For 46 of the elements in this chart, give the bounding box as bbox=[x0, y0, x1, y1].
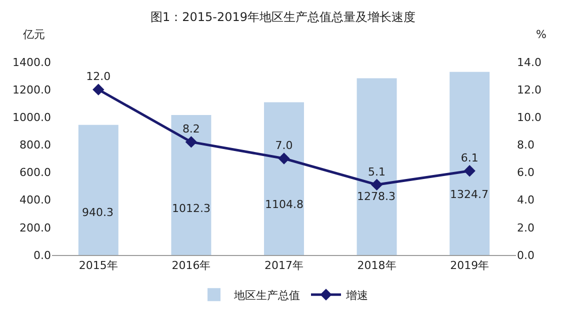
data-label: 940.3 bbox=[82, 206, 114, 219]
data-label: 1012.3 bbox=[172, 202, 210, 215]
data-label: 1104.8 bbox=[265, 198, 304, 211]
data-label: 1278.3 bbox=[357, 190, 396, 203]
bar bbox=[171, 114, 212, 255]
x-tick-label: 2016年 bbox=[172, 259, 211, 272]
data-label: 6.1 bbox=[460, 152, 478, 165]
bar bbox=[450, 72, 490, 255]
y2-tick-label: 6.0 bbox=[517, 166, 534, 180]
y-tick-label: 1000.0 bbox=[12, 110, 51, 124]
bar bbox=[356, 78, 397, 255]
y2-tick-label: 10.0 bbox=[517, 110, 542, 124]
y-tick-label: 200.0 bbox=[20, 221, 51, 234]
bar bbox=[78, 124, 118, 255]
y2-tick-label: 0.0 bbox=[517, 248, 534, 262]
data-label: 12.0 bbox=[86, 70, 111, 84]
data-label: 7.0 bbox=[275, 139, 293, 152]
point bbox=[370, 178, 383, 191]
y-axis-title: 亿元 bbox=[22, 28, 45, 41]
y2-tick-label: 12.0 bbox=[517, 83, 542, 96]
x-tick-label: 2015年 bbox=[78, 259, 118, 272]
chart-title: 图1：2015-2019年地区生产总值总量及增长速度 bbox=[150, 10, 416, 24]
y-tick-label: 1200.0 bbox=[12, 83, 51, 96]
y-tick-label: 800.0 bbox=[20, 138, 51, 152]
y2-tick-label: 14.0 bbox=[517, 56, 542, 69]
data-label: 8.2 bbox=[182, 122, 200, 136]
point bbox=[464, 165, 476, 177]
y2-tick-label: 8.0 bbox=[517, 138, 534, 152]
data-label: 5.1 bbox=[368, 165, 386, 178]
y-tick-label: 600.0 bbox=[20, 166, 51, 180]
y2-axis-title: % bbox=[536, 28, 546, 41]
x-tick-label: 2018年 bbox=[357, 259, 396, 272]
legend-label: 地区生产总值 bbox=[233, 288, 300, 302]
y-tick-label: 1400.0 bbox=[12, 56, 51, 69]
x-tick-label: 2019年 bbox=[450, 259, 490, 272]
y2-tick-label: 4.0 bbox=[517, 194, 534, 207]
legend-label: 增速 bbox=[345, 288, 368, 302]
point bbox=[278, 152, 290, 164]
point bbox=[92, 84, 104, 96]
y2-tick-label: 2.0 bbox=[517, 221, 534, 234]
bar bbox=[264, 102, 304, 255]
data-label: 1324.7 bbox=[450, 188, 488, 201]
x-tick-label: 2017年 bbox=[264, 259, 304, 272]
y-tick-label: 400.0 bbox=[20, 194, 51, 207]
point bbox=[185, 136, 198, 148]
y-tick-label: 0.0 bbox=[34, 248, 51, 262]
